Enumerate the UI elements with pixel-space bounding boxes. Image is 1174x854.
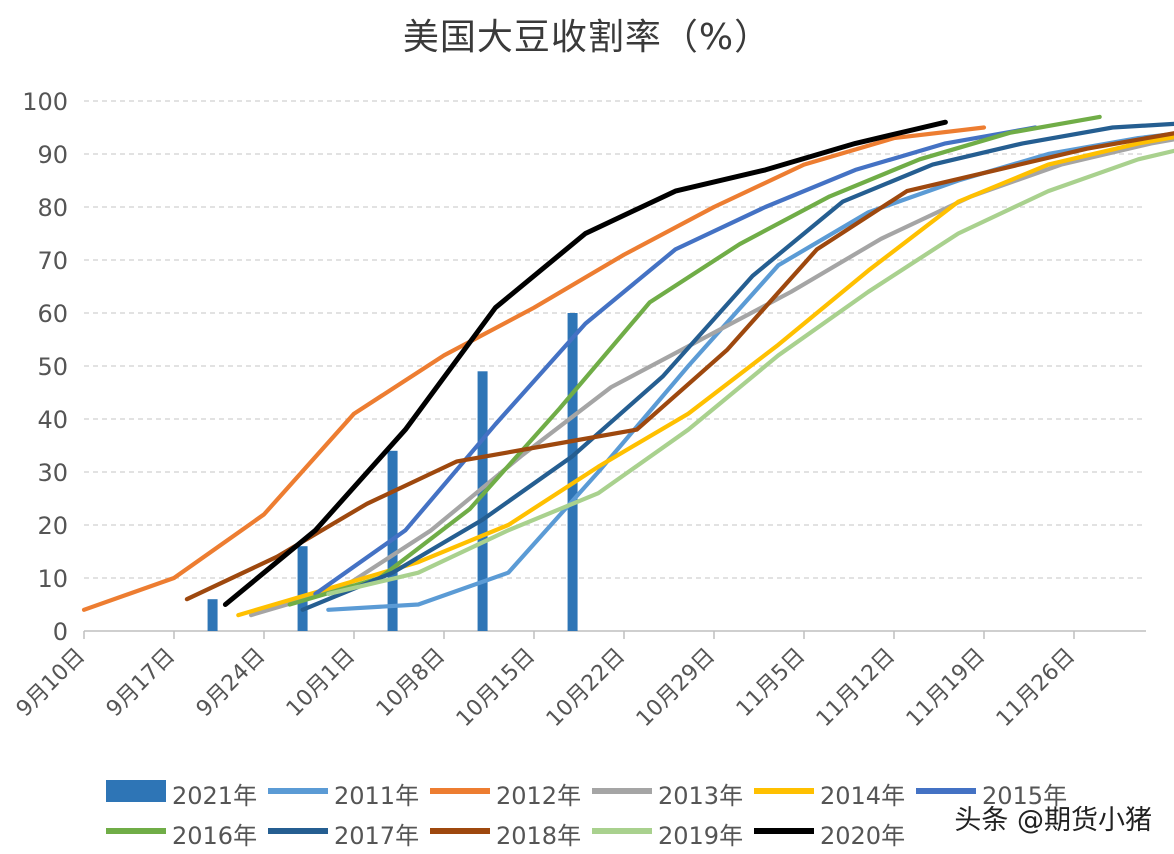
y-tick-label-90: 90	[37, 141, 68, 169]
y-tick-label-30: 30	[37, 459, 68, 487]
chart-title: 美国大豆收割率（%）	[402, 17, 772, 58]
watermark: 头条 @期货小猪	[954, 805, 1152, 836]
line-series-2020	[222, 119, 948, 607]
legend-label: 2015年	[982, 782, 1068, 810]
legend-swatch	[916, 788, 976, 794]
line-series-2017	[300, 121, 1174, 612]
legend-label: 2017年	[334, 822, 420, 850]
legend-swatch	[592, 828, 652, 834]
x-tick-label-3: 10月1日	[282, 644, 360, 722]
legend-swatch	[268, 788, 328, 794]
y-tick-label-80: 80	[37, 194, 68, 222]
x-tick-label-8: 11月5日	[732, 644, 810, 722]
x-tick-label-9: 11月12日	[812, 644, 900, 732]
x-tick-label-6: 10月22日	[542, 644, 630, 732]
x-tick-label-2: 9月24日	[192, 644, 270, 722]
line-series-2013	[249, 137, 1174, 618]
line-series-2019	[326, 148, 1174, 597]
y-tick-label-50: 50	[37, 353, 68, 381]
line-series-2014	[236, 134, 1174, 618]
legend-label: 2016年	[172, 822, 258, 850]
legend-label: 2014年	[820, 782, 906, 810]
legend-swatch	[430, 788, 490, 794]
legend-swatch	[754, 788, 814, 794]
y-tick-label-10: 10	[37, 565, 68, 593]
line-series-2018	[184, 131, 1174, 602]
legend-swatch	[106, 780, 166, 802]
legend-label: 2020年	[820, 822, 906, 850]
legend-swatch	[592, 788, 652, 794]
x-tick-label-1: 9月17日	[102, 644, 180, 722]
legend-label: 2012年	[496, 782, 582, 810]
line-series-2016	[287, 114, 1102, 607]
legend-swatch	[106, 828, 166, 834]
y-tick-label-60: 60	[37, 300, 68, 328]
bars-2021	[207, 313, 578, 631]
y-tick-label-0: 0	[53, 618, 68, 646]
legend-label: 2021年	[172, 782, 258, 810]
legend-label: 2019年	[658, 822, 744, 850]
bar-2021-3	[477, 371, 488, 631]
legend-label: 2011年	[334, 782, 420, 810]
y-tick-label-70: 70	[37, 247, 68, 275]
bar-2021-0	[207, 599, 218, 631]
x-tick-label-10: 11月19日	[902, 644, 990, 732]
bar-2021-4	[567, 313, 578, 631]
y-tick-label-40: 40	[37, 406, 68, 434]
y-tick-label-20: 20	[37, 512, 68, 540]
bar-2021-1	[297, 546, 308, 631]
legend-label: 2018年	[496, 822, 582, 850]
legend-label: 2013年	[658, 782, 744, 810]
series-lines	[81, 114, 1174, 618]
x-tick-label-11: 11月26日	[992, 644, 1080, 732]
legend-swatch	[754, 828, 814, 834]
x-tick-label-4: 10月8日	[372, 644, 450, 722]
x-tick-label-0: 9月10日	[12, 644, 90, 722]
y-tick-label-100: 100	[22, 88, 68, 116]
legend-swatch	[430, 828, 490, 834]
x-tick-label-5: 10月15日	[452, 644, 540, 732]
line-series-2012	[81, 125, 987, 612]
legend-swatch	[268, 828, 328, 834]
x-tick-label-7: 10月29日	[632, 644, 720, 732]
line-series-2015	[313, 125, 1038, 597]
